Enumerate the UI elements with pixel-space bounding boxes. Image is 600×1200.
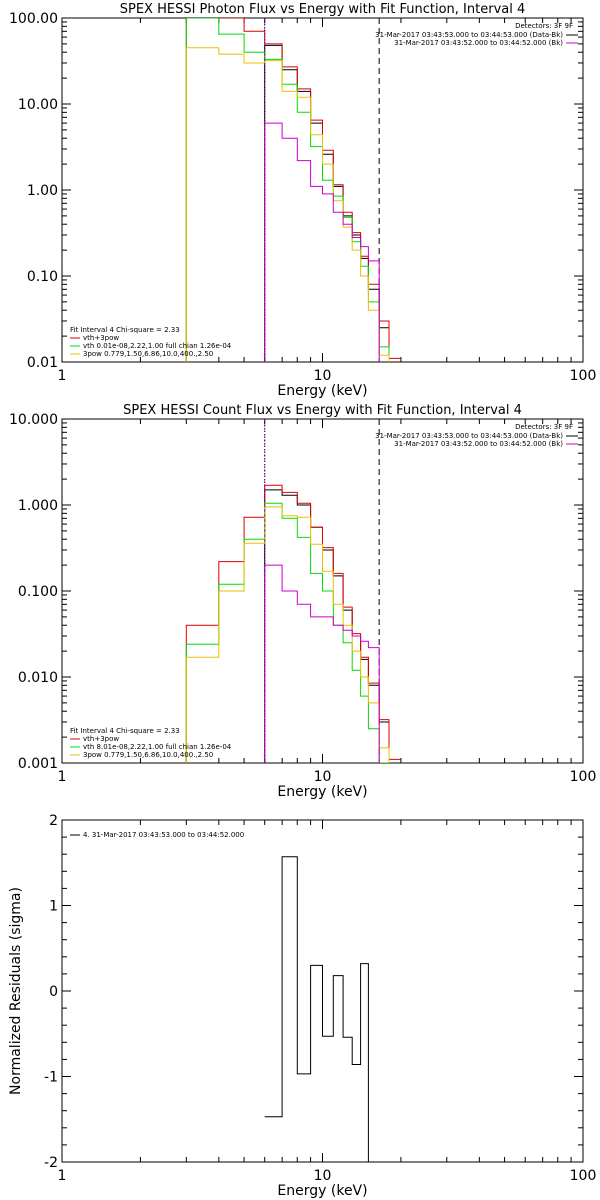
panel-residuals: 1 10 100 Energy (keV) -2 -1 0 1 2 Normalized Resi… [8, 813, 596, 1199]
x-tick-label: 100 [570, 769, 597, 785]
y-tick-label: -2 [44, 1155, 58, 1171]
y-tick-label: 0.10 [27, 269, 58, 285]
data-series-step [185, 18, 401, 362]
chart-title: SPEX HESSI Photon Flux vs Energy with Fi… [120, 2, 526, 17]
legend-detectors: Detectors: 3F 9F [515, 423, 573, 431]
y-tick-label: -1 [44, 1070, 58, 1086]
data-series-step [264, 44, 390, 362]
data-series-step [185, 506, 390, 763]
legend-left-text: vth+3pow [83, 334, 119, 342]
legend-header: Fit Interval 4 Chi-square = 2.33 [70, 326, 180, 334]
y-tick-label: 0.01 [27, 355, 58, 371]
y-tick-label: 1 [49, 899, 58, 915]
y-tick-label: 2 [49, 813, 58, 829]
x-tick-label: 100 [570, 1168, 597, 1184]
x-tick-label: 1 [58, 368, 67, 384]
legend-right-text: 31-Mar-2017 03:43:52.000 to 03:44:52.000… [394, 39, 563, 47]
legend-header: Fit Interval 4 Chi-square = 2.33 [70, 727, 180, 735]
x-tick-label: 10 [314, 1168, 332, 1184]
y-axis-label: Normalized Residuals (sigma) [8, 887, 24, 1095]
data-group [185, 484, 401, 763]
legend-right-text: 31-Mar-2017 03:43:53.000 to 03:44:53.000… [375, 31, 563, 39]
panel-photon-flux: SPEX HESSI Photon Flux vs Energy with Fi… [9, 2, 596, 399]
legend-left-text: vth+3pow [83, 735, 119, 743]
x-tick-label: 10 [314, 769, 332, 785]
legend-left-text: vth 0.01e-08,2.22,1.00 full chian 1.26e-… [83, 342, 232, 350]
y-tick-label: 0.010 [18, 670, 58, 686]
legend-right-text: 31-Mar-2017 03:43:53.000 to 03:44:53.000… [375, 432, 563, 440]
y-tick-label: 0 [49, 984, 58, 1000]
y-tick-label: 10.00 [18, 97, 58, 113]
x-tick-label: 1 [58, 769, 67, 785]
y-tick-label: 1.000 [18, 498, 58, 514]
data-group [185, 18, 401, 362]
panel-count-flux: SPEX HESSI Count Flux vs Energy with Fit… [9, 403, 596, 800]
data-group [264, 856, 380, 1162]
x-axis-label: Energy (keV) [277, 784, 367, 800]
y-tick-label: 0.001 [18, 756, 58, 772]
legend-left-text: 4. 31-Mar-2017 03:43:53.000 to 03:44:52.… [83, 831, 244, 839]
legend-detectors: Detectors: 3F 9F [515, 22, 573, 30]
x-axis-label: Energy (keV) [277, 383, 367, 399]
y-tick-label: 1.00 [27, 183, 58, 199]
y-tick-label: 0.100 [18, 584, 58, 600]
data-series-step [185, 47, 390, 362]
legend-left-text: 3pow 0.779,1.50,6.86,10.0,400.,2.50 [83, 350, 213, 358]
data-series-step [264, 122, 380, 362]
y-tick-label: 100.00 [9, 11, 58, 27]
legend-right-text: 31-Mar-2017 03:43:52.000 to 03:44:52.000… [394, 440, 563, 448]
data-series-step [264, 856, 380, 1162]
data-series-step [264, 489, 390, 763]
chart-title: SPEX HESSI Count Flux vs Energy with Fit… [123, 403, 522, 418]
x-tick-label: 1 [58, 1168, 67, 1184]
legend-left-text: 3pow 0.779,1.50,6.86,10.0,400.,2.50 [83, 751, 213, 759]
legend-left-text: vth 8.01e-08,2.22,1.00 full chian 1.26e-… [83, 743, 232, 751]
x-tick-label: 10 [314, 368, 332, 384]
x-axis-label: Energy (keV) [277, 1183, 367, 1199]
y-tick-label: 10.000 [9, 412, 58, 428]
data-series-step [264, 564, 380, 763]
x-tick-label: 100 [570, 368, 597, 384]
